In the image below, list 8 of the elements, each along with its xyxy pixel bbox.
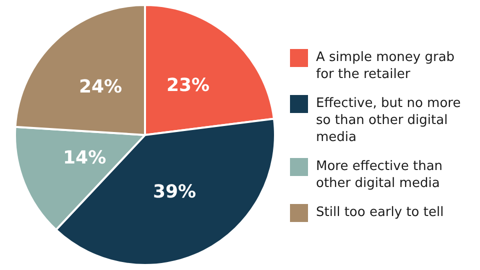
legend-label: Effective, but no more so than other digital media	[316, 94, 462, 146]
data-label: 14%	[63, 148, 106, 169]
legend-label: A simple money grab for the retailer	[316, 48, 456, 82]
legend-label: More effective than other digital media	[316, 158, 444, 192]
data-label: 23%	[166, 74, 210, 96]
data-label: 39%	[152, 182, 196, 203]
data-label: 24%	[78, 76, 122, 98]
legend-label: Still too early to tell	[316, 204, 444, 220]
